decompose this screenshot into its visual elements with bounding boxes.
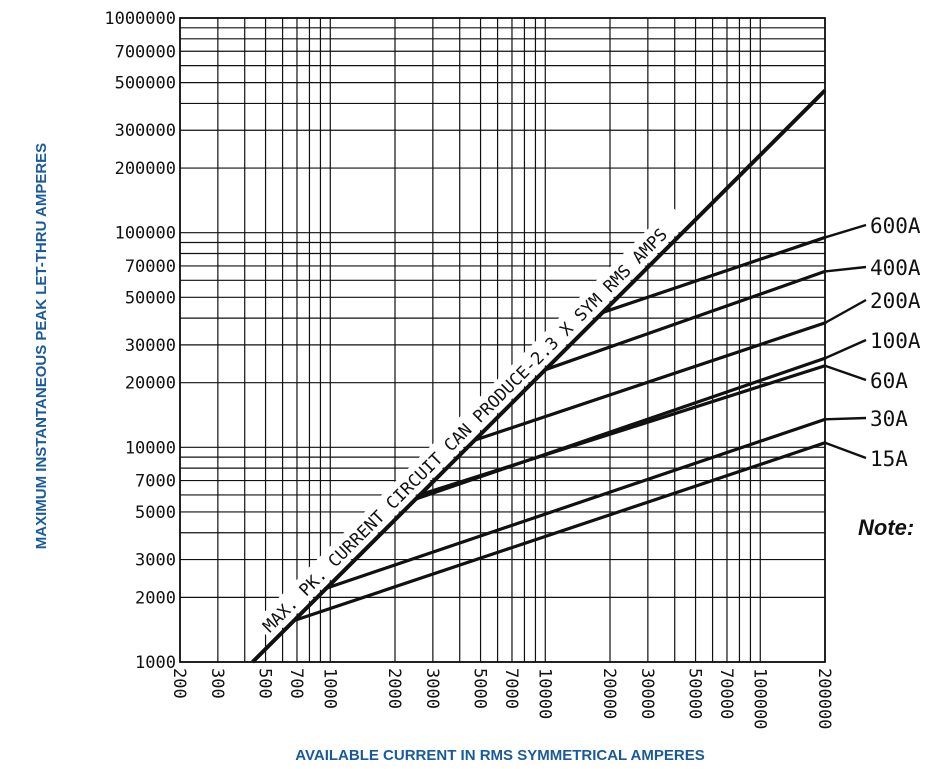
x-tick-label: 200	[169, 668, 189, 699]
x-tick-label: 500	[255, 668, 275, 699]
series-label: 600A	[870, 214, 921, 238]
x-tick-label: 20000	[599, 668, 619, 719]
x-tick-label: 10000	[534, 668, 554, 719]
y-tick-label: 5000	[135, 503, 176, 523]
x-tick-label: 30000	[637, 668, 657, 719]
y-tick-label: 500000	[115, 74, 176, 94]
y-tick-label: 7000	[135, 472, 176, 492]
y-tick-label: 30000	[125, 336, 176, 356]
y-tick-label: 1000	[135, 653, 176, 673]
y-tick-label: 10000	[125, 438, 176, 458]
y-tick-label: 3000	[135, 551, 176, 571]
series-label: 200A	[870, 289, 921, 313]
x-tick-label: 2000	[384, 668, 404, 709]
y-tick-label: 2000	[135, 588, 176, 608]
x-tick-label: 3000	[422, 668, 442, 709]
x-tick-label: 300	[207, 668, 227, 699]
series-leader-line	[824, 364, 867, 382]
y-tick-label: 200000	[115, 159, 176, 179]
y-tick-label: 1000000	[104, 9, 176, 29]
grid	[179, 17, 826, 663]
series-line	[543, 269, 827, 372]
x-tick-label: 5000	[470, 668, 490, 709]
series-leader-line	[824, 265, 867, 273]
x-tick-label: 70000	[716, 668, 736, 719]
series-leader-line	[824, 223, 867, 239]
series-leader-line	[824, 416, 867, 421]
x-tick-label: 50000	[685, 668, 705, 719]
series-label: 100A	[870, 329, 921, 353]
series-leader-line	[824, 298, 867, 324]
y-tick-label: 100000	[115, 224, 176, 244]
series-leader-line	[824, 441, 867, 460]
series-line	[601, 235, 827, 315]
series-label: 15A	[870, 447, 908, 471]
x-tick-label: 100000	[749, 668, 769, 729]
y-axis-title: MAXIMUM INSTANTANEOUS PEAK LET-THRU AMPE…	[33, 143, 50, 549]
y-tick-label: 50000	[125, 288, 176, 308]
y-tick-label: 70000	[125, 257, 176, 277]
series-label: 400A	[870, 256, 921, 280]
y-tick-label: 700000	[115, 42, 176, 62]
note-annotation: Note:	[858, 515, 914, 540]
series-line	[323, 417, 827, 591]
y-tick-label: 300000	[115, 121, 176, 141]
series-leader-line	[824, 338, 867, 360]
series-label: 60A	[870, 369, 908, 393]
reference-line-mark	[251, 88, 827, 664]
reference-label-band	[253, 205, 689, 640]
series-label: 30A	[870, 407, 908, 431]
series-lines: 600A 400A 200A 100A 60A 30A 15A	[292, 214, 921, 623]
series-line	[292, 441, 827, 623]
tick-labels: 1000 2000 3000 5000 7000 10000 20000 30000 50000…	[104, 9, 834, 729]
y-tick-label: 20000	[125, 374, 176, 394]
plot-frame	[179, 17, 826, 663]
series-line	[417, 364, 827, 497]
x-tick-label: 200000	[814, 668, 834, 729]
x-tick-label: 1000	[319, 668, 339, 709]
series-line	[473, 321, 827, 442]
x-tick-label: 700	[286, 668, 306, 699]
x-axis-title: AVAILABLE CURRENT IN RMS SYMMETRICAL AMP…	[295, 747, 704, 764]
x-tick-label: 7000	[501, 668, 521, 709]
